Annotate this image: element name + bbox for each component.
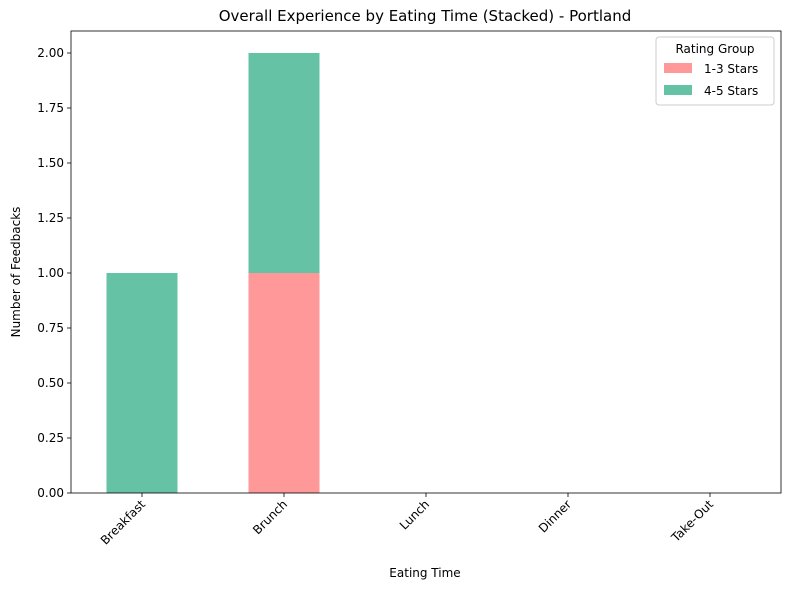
x-tick-label-take-out: Take-Out [668,497,716,545]
legend: Rating Group 1-3 Stars 4-5 Stars [655,36,775,106]
y-tick-label: 1.75 [37,101,64,115]
legend-entry-1: 4-5 Stars [704,84,758,98]
bar-brunch-series-0 [248,273,320,493]
bar-brunch-series-1 [248,53,320,273]
bar-breakfast-series-1 [106,273,178,493]
x-tick-label-brunch: Brunch [250,497,290,537]
y-tick-label: 1.00 [37,266,64,280]
legend-entry-0: 1-3 Stars [704,62,758,76]
y-tick-label: 0.25 [37,431,64,445]
y-tick-label: 0.75 [37,321,64,335]
y-tick-label: 2.00 [37,46,64,60]
y-axis-label: Number of Feedbacks [9,207,23,338]
legend-swatch-0 [664,63,692,73]
y-tick-label: 0.00 [37,486,64,500]
y-tick-label: 1.25 [37,211,64,225]
plot-area: 0.00 0.25 0.50 0.75 1.00 1.25 1.50 1.75 2.00 Brea… [37,30,782,548]
chart-title: Overall Experience by Eating Time (Stack… [219,7,631,25]
x-tick-label-breakfast: Breakfast [98,497,149,548]
y-tick-label: 0.50 [37,376,64,390]
legend-title: Rating Group [675,42,754,56]
legend-swatch-1 [664,85,692,95]
x-axis-label: Eating Time [389,566,460,580]
y-tick-label: 1.50 [37,156,64,170]
x-tick-label-dinner: Dinner [536,497,574,535]
x-tick-label-lunch: Lunch [397,497,432,532]
